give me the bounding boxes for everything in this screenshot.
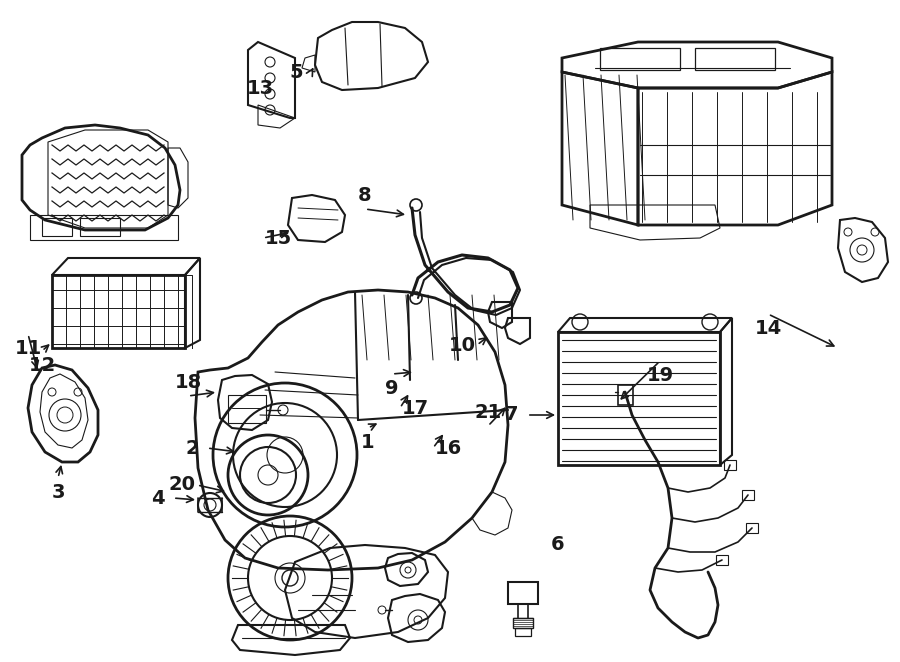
Bar: [228, 395, 266, 423]
Text: 5: 5: [289, 62, 302, 81]
Text: 17: 17: [401, 399, 428, 418]
Text: 14: 14: [754, 318, 781, 338]
Bar: [746, 523, 758, 533]
Text: 11: 11: [14, 338, 41, 357]
Bar: [508, 582, 538, 604]
Text: 9: 9: [385, 379, 399, 397]
Text: 1: 1: [361, 432, 374, 451]
Bar: [42, 218, 72, 236]
Text: 3: 3: [51, 483, 65, 502]
Bar: [695, 48, 775, 70]
Bar: [742, 490, 754, 500]
Bar: [515, 628, 531, 636]
Bar: [618, 385, 633, 405]
Text: 2: 2: [185, 438, 199, 457]
Text: 6: 6: [551, 536, 565, 555]
Text: 8: 8: [358, 185, 372, 205]
Text: 21: 21: [474, 402, 501, 422]
Bar: [600, 48, 680, 70]
Bar: [724, 460, 736, 470]
Text: 16: 16: [435, 438, 462, 457]
Bar: [513, 618, 533, 628]
Text: 18: 18: [175, 373, 202, 391]
Text: 4: 4: [151, 489, 165, 508]
Text: 20: 20: [168, 475, 195, 495]
Bar: [80, 218, 120, 236]
Text: 15: 15: [265, 228, 292, 248]
Text: 7: 7: [505, 406, 518, 424]
Bar: [716, 555, 728, 565]
Text: 19: 19: [646, 365, 673, 385]
Text: 13: 13: [247, 79, 274, 97]
Text: 10: 10: [448, 336, 475, 354]
Text: 12: 12: [29, 355, 56, 375]
